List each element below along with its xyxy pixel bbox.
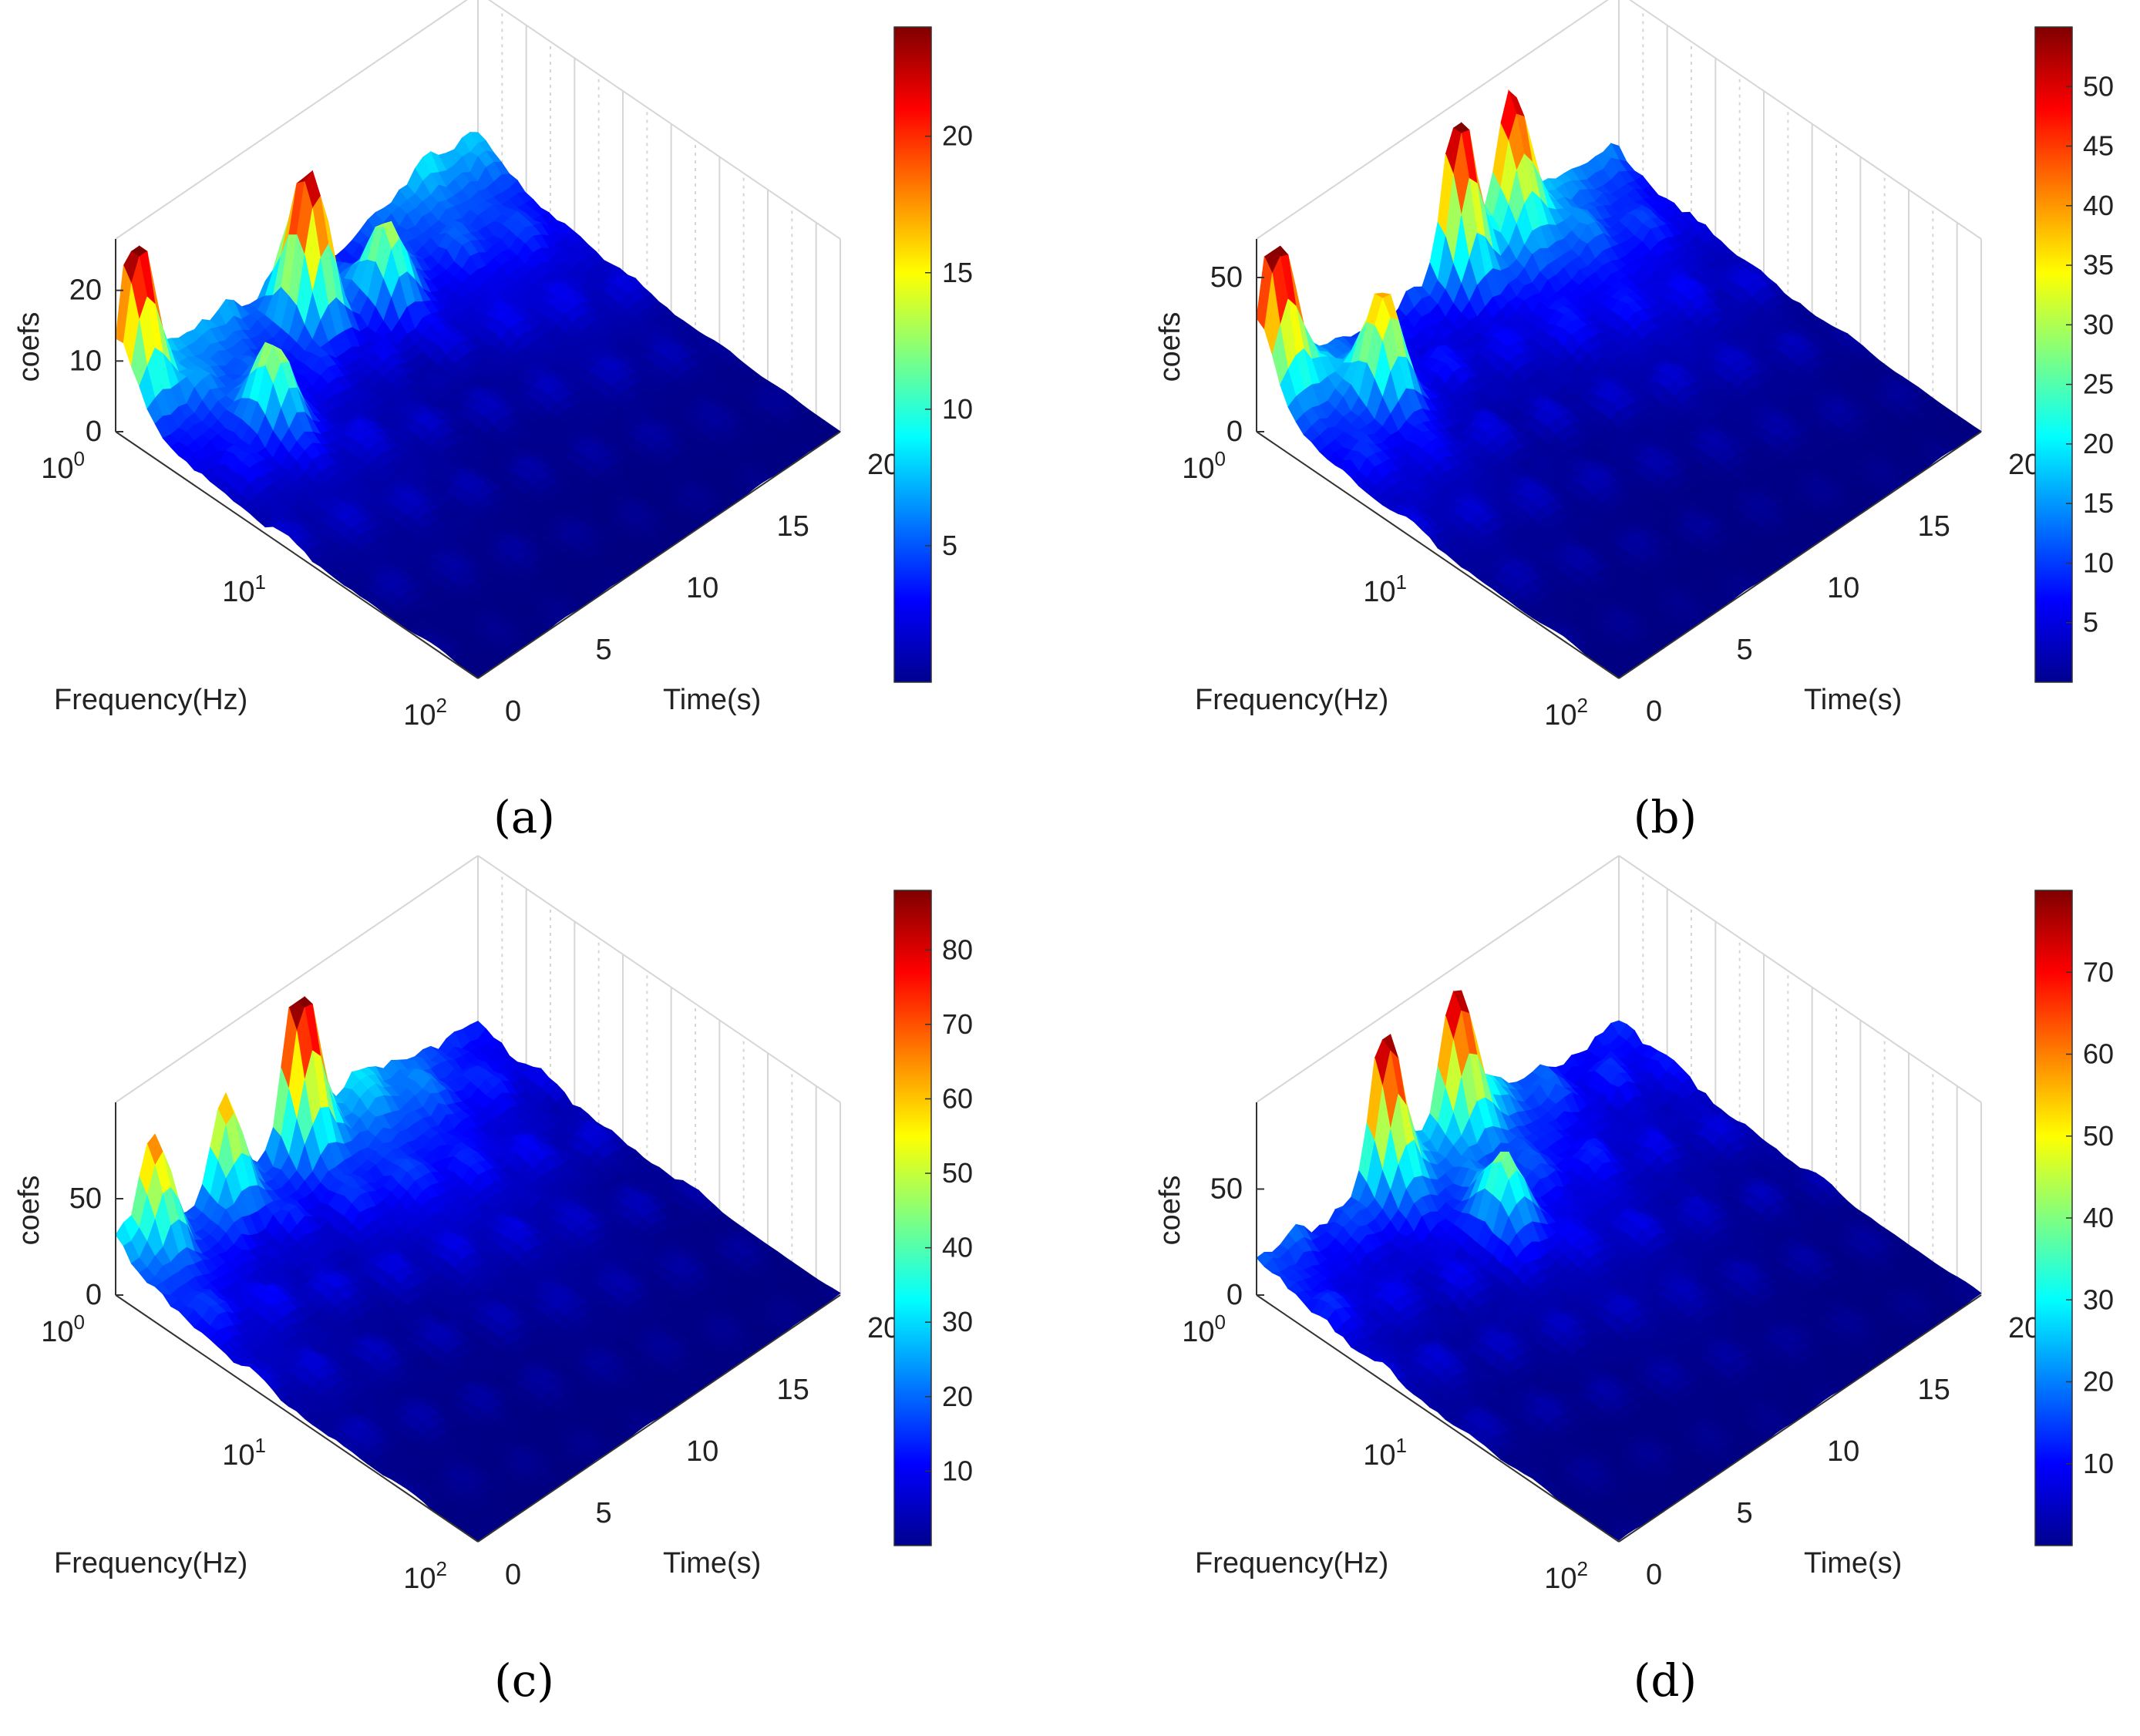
colorbar-tick-label: 10 (2083, 547, 2114, 578)
time-tick-label: 0 (1646, 1559, 1662, 1591)
freq-tick-label: 100 (1182, 447, 1226, 485)
freq-tick-label: 101 (222, 1434, 266, 1472)
colorbar (893, 26, 932, 683)
time-axis-label: Time(s) (1804, 1547, 1902, 1580)
freq-axis-label: Frequency(Hz) (1195, 684, 1388, 716)
colorbar-tick-label: 30 (2083, 308, 2114, 340)
time-tick-label: 10 (1827, 572, 1859, 604)
colorbar-tick-label: 35 (2083, 249, 2114, 281)
z-tick-label: 50 (69, 1183, 102, 1215)
time-tick-label: 15 (1918, 1374, 1950, 1406)
z-tick-label: 10 (69, 345, 102, 377)
colorbar-tick-label: 20 (2083, 1366, 2114, 1398)
colorbar-tick-label: 20 (942, 120, 973, 152)
time-tick-label: 5 (596, 1497, 612, 1529)
z-axis-label: coefs (13, 312, 45, 382)
panel-caption: (d) (1634, 1654, 1697, 1707)
colorbar-tick-label: 25 (2083, 368, 2114, 400)
time-tick-label: 15 (777, 510, 809, 543)
colorbar-tick-label: 20 (942, 1381, 973, 1412)
colorbar-tick-label: 50 (2083, 70, 2114, 102)
z-tick-label: 0 (86, 415, 102, 448)
panel-caption: (a) (493, 791, 555, 843)
z-axis-label: coefs (1154, 1176, 1186, 1246)
z-tick-label: 20 (69, 274, 102, 307)
time-axis-label: Time(s) (1804, 684, 1902, 716)
freq-axis-label: Frequency(Hz) (54, 1547, 247, 1580)
time-tick-label: 5 (596, 634, 612, 666)
colorbar (2034, 26, 2073, 683)
colorbar-tick-label: 10 (942, 1455, 973, 1486)
time-tick-label: 10 (686, 572, 718, 604)
freq-tick-label: 102 (403, 1557, 447, 1595)
colorbar-tick-label: 40 (2083, 1202, 2114, 1233)
colorbar-tick-label: 60 (942, 1082, 973, 1114)
time-tick-label: 5 (1737, 1497, 1753, 1529)
colorbar-tick-label: 70 (942, 1008, 973, 1040)
time-tick-label: 10 (686, 1435, 718, 1468)
z-tick-label: 0 (1226, 415, 1243, 448)
colorbar-tick-label: 15 (942, 257, 973, 288)
time-tick-label: 10 (1827, 1435, 1859, 1468)
colorbar-tick-label: 50 (942, 1157, 973, 1189)
freq-tick-label: 101 (222, 570, 266, 608)
time-tick-label: 15 (777, 1374, 809, 1406)
z-axis-label: coefs (1154, 312, 1186, 382)
colorbar-tick-label: 40 (942, 1232, 973, 1263)
colorbar-tick-label: 15 (2083, 487, 2114, 519)
z-tick-label: 0 (1226, 1279, 1243, 1311)
colorbar-tick-label: 50 (2083, 1120, 2114, 1152)
axes (1256, 1102, 1982, 1543)
z-tick-label: 50 (1210, 1173, 1243, 1206)
axes (1256, 239, 1982, 679)
colorbar-tick-label: 10 (942, 393, 973, 425)
axes (115, 239, 841, 679)
freq-tick-label: 102 (1544, 694, 1588, 732)
panel-d: 0 50 coefs 100 101 102 Frequency(Hz) 0 5 10 15 20 Ti… (1154, 855, 2114, 1707)
freq-tick-label: 102 (1544, 1557, 1588, 1595)
colorbar-tick-label: 45 (2083, 130, 2114, 162)
time-axis-label: Time(s) (663, 684, 761, 716)
colorbar-tick-label: 80 (942, 934, 973, 965)
colorbar-tick-label: 5 (942, 530, 957, 561)
freq-axis-label: Frequency(Hz) (1195, 1547, 1388, 1580)
colorbar-tick-label: 5 (2083, 607, 2098, 638)
panel-caption: (c) (494, 1654, 554, 1707)
surface (1256, 990, 1982, 1541)
freq-tick-label: 102 (403, 694, 447, 732)
panel-caption: (b) (1634, 791, 1697, 843)
surface (115, 131, 841, 679)
freq-tick-label: 100 (1182, 1310, 1226, 1348)
surface (1256, 89, 1982, 679)
panel-b: 0 50 coefs 100 101 102 Frequency(Hz) 0 5 10 15 20 Ti… (1154, 0, 2114, 843)
colorbar-tick-label: 60 (2083, 1038, 2114, 1070)
freq-tick-label: 100 (41, 447, 85, 485)
z-tick-label: 0 (86, 1279, 102, 1311)
colorbar-tick-label: 40 (2083, 190, 2114, 221)
time-axis-label: Time(s) (663, 1547, 761, 1580)
time-tick-label: 5 (1737, 634, 1753, 666)
time-tick-label: 0 (1646, 695, 1662, 728)
freq-tick-label: 100 (41, 1310, 85, 1348)
panel-c: 0 50 coefs 100 101 102 Frequency(Hz) 0 5 10 15 20 Ti… (13, 855, 973, 1707)
freq-tick-label: 101 (1363, 570, 1407, 608)
time-tick-label: 15 (1918, 510, 1950, 543)
z-tick-label: 50 (1210, 261, 1243, 294)
time-tick-label: 0 (505, 695, 521, 728)
z-axis-label: coefs (13, 1176, 45, 1246)
time-tick-label: 0 (505, 1559, 521, 1591)
colorbar-tick-label: 20 (2083, 428, 2114, 459)
freq-axis-label: Frequency(Hz) (54, 684, 247, 716)
colorbar (893, 890, 932, 1546)
colorbar-tick-label: 30 (942, 1306, 973, 1337)
colorbar-tick-label: 70 (2083, 956, 2114, 987)
colorbar-tick-label: 10 (2083, 1448, 2114, 1479)
grid-walls (1256, 855, 1982, 1295)
freq-tick-label: 101 (1363, 1434, 1407, 1472)
panel-a: 0 10 20 coefs 100 101 102 Frequency(Hz) 0 5 10 15 20… (13, 0, 973, 843)
surface (115, 995, 841, 1543)
colorbar-tick-label: 30 (2083, 1283, 2114, 1315)
